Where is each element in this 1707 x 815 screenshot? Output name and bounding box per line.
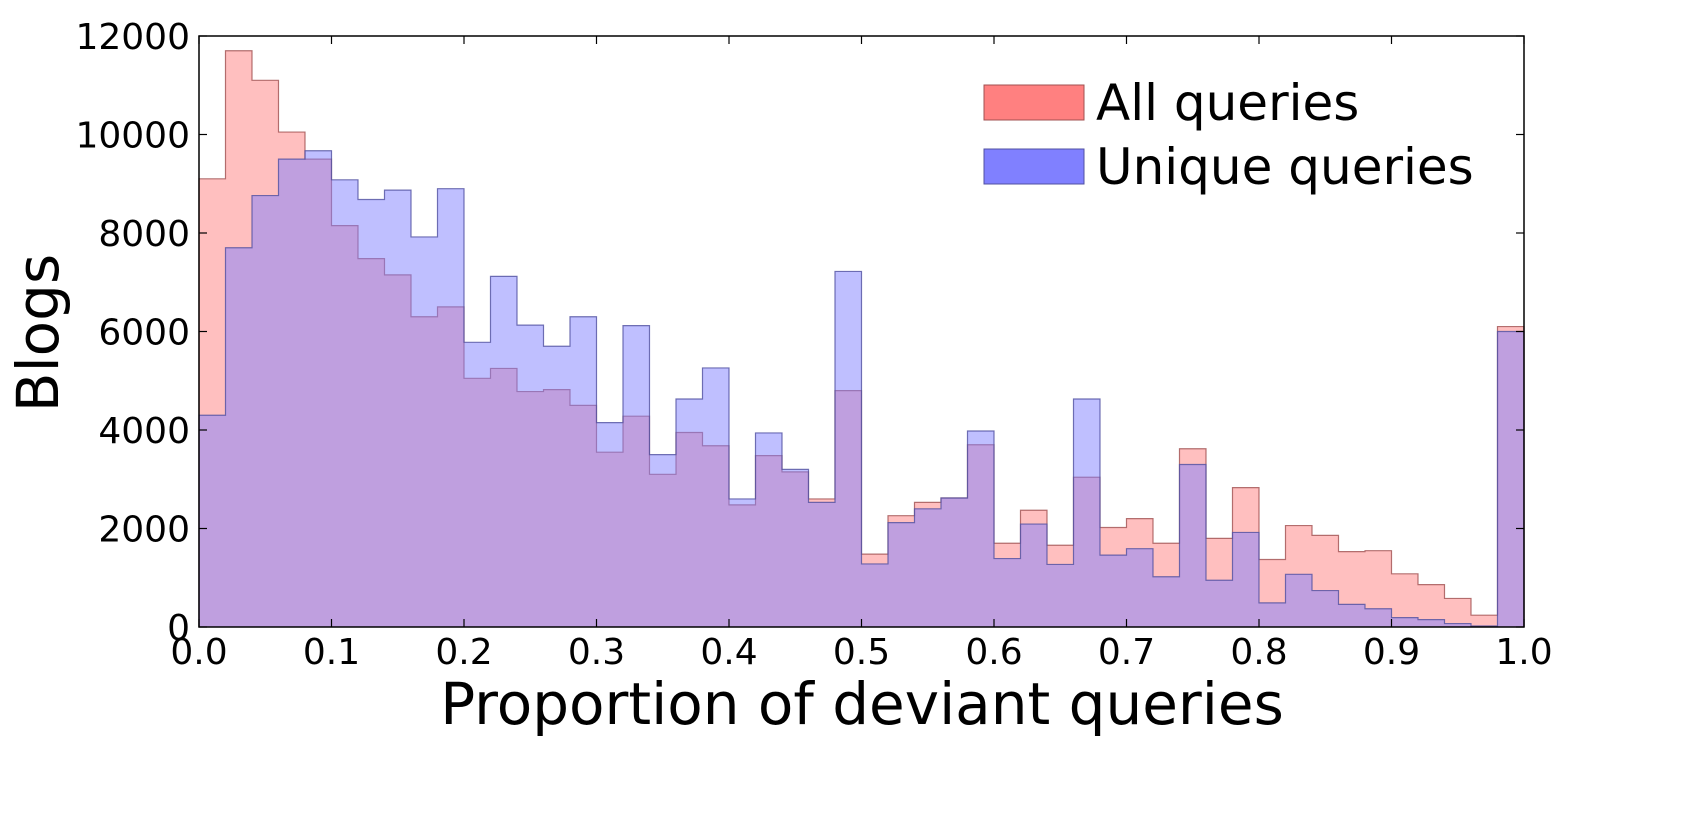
histogram-bar bbox=[517, 325, 544, 627]
histogram-bar bbox=[808, 502, 835, 627]
histogram-bar bbox=[358, 199, 385, 627]
histogram-bar bbox=[729, 498, 756, 627]
histogram-bar bbox=[464, 342, 491, 627]
x-tick-label: 0.3 bbox=[568, 632, 625, 673]
histogram-bar bbox=[543, 346, 570, 627]
histogram-bar bbox=[570, 316, 597, 627]
histogram-bar bbox=[305, 150, 332, 627]
histogram-bar bbox=[941, 497, 968, 627]
histogram-bar bbox=[835, 271, 862, 627]
histogram-bar bbox=[1126, 548, 1153, 627]
histogram-bar bbox=[649, 454, 676, 627]
histogram-bar bbox=[1020, 524, 1047, 627]
histogram-bar bbox=[1179, 464, 1206, 627]
plot-area bbox=[198, 50, 1525, 628]
histogram-bar bbox=[252, 195, 279, 627]
histogram-bar bbox=[1153, 576, 1180, 627]
histogram-bar bbox=[702, 367, 729, 627]
histogram-bar bbox=[411, 236, 438, 627]
histogram-bar bbox=[384, 190, 411, 627]
y-axis-title: Blogs bbox=[4, 254, 72, 412]
histogram-bar bbox=[490, 276, 517, 627]
legend-label-all-queries: All queries bbox=[1096, 74, 1359, 132]
histogram-bar bbox=[1312, 590, 1339, 627]
histogram-bar bbox=[967, 430, 994, 627]
x-tick-label: 0.0 bbox=[170, 632, 227, 673]
histogram-bar bbox=[914, 508, 941, 627]
histogram-bar bbox=[1338, 604, 1365, 627]
histogram-bar bbox=[1285, 574, 1312, 627]
histogram-bar bbox=[278, 159, 305, 627]
histogram-bar bbox=[1206, 580, 1233, 627]
histogram-bar bbox=[1497, 331, 1524, 627]
legend-swatch-unique-queries bbox=[983, 148, 1085, 185]
y-tick-label: 12000 bbox=[75, 17, 190, 58]
x-tick-label: 0.2 bbox=[435, 632, 492, 673]
histogram-bar bbox=[888, 522, 915, 627]
x-tick-label: 0.8 bbox=[1230, 632, 1287, 673]
y-tick-label: 4000 bbox=[98, 411, 190, 452]
x-tick-label: 0.1 bbox=[303, 632, 360, 673]
histogram-bar bbox=[199, 415, 226, 627]
x-tick-label: 1.0 bbox=[1495, 632, 1552, 673]
histogram-bar bbox=[1259, 602, 1286, 627]
histogram-bar bbox=[861, 563, 888, 627]
y-tick-label: 2000 bbox=[98, 510, 190, 551]
y-tick-label: 6000 bbox=[98, 313, 190, 354]
histogram-bar bbox=[1391, 617, 1418, 627]
x-axis-title: Proportion of deviant queries bbox=[440, 670, 1284, 738]
histogram-bar bbox=[676, 398, 703, 627]
x-tick-label: 0.4 bbox=[700, 632, 757, 673]
histogram-bar bbox=[1471, 615, 1498, 627]
histogram-bar bbox=[1100, 555, 1127, 627]
histogram-bar bbox=[1418, 619, 1445, 627]
histogram-bar bbox=[596, 422, 623, 627]
legend: All queries Unique queries bbox=[983, 74, 1474, 196]
legend-label-unique-queries: Unique queries bbox=[1096, 138, 1474, 196]
x-tick-label: 0.6 bbox=[965, 632, 1022, 673]
x-tick-label: 0.5 bbox=[833, 632, 890, 673]
legend-swatch-all-queries bbox=[983, 84, 1085, 121]
histogram-bar bbox=[1444, 598, 1471, 627]
histogram-bar bbox=[1073, 398, 1100, 627]
histogram-bar bbox=[437, 188, 464, 628]
x-tick-label: 0.9 bbox=[1363, 632, 1420, 673]
histogram-bar bbox=[782, 469, 809, 627]
histogram-bar bbox=[225, 247, 252, 627]
histogram-bar bbox=[331, 179, 358, 627]
histogram-outline bbox=[198, 150, 1525, 627]
series-unique-queries bbox=[198, 150, 1525, 628]
y-tick-label: 0 bbox=[167, 608, 190, 649]
histogram-bar bbox=[1444, 623, 1471, 627]
histogram-bar bbox=[1232, 532, 1259, 627]
histogram-bar bbox=[1365, 608, 1392, 627]
histogram-bar bbox=[1047, 564, 1074, 627]
y-tick-label: 8000 bbox=[98, 214, 190, 255]
y-tick-label: 10000 bbox=[75, 116, 190, 157]
histogram-bar bbox=[623, 325, 650, 627]
histogram-bar bbox=[755, 432, 782, 627]
x-tick-label: 0.7 bbox=[1098, 632, 1155, 673]
axes: 0.0 0.1 0.2 0.3 0.4 0.5 0.6 0.7 0.8 0.9 1.0 0 2000 40… bbox=[75, 17, 1552, 673]
histogram-bar bbox=[994, 558, 1021, 627]
